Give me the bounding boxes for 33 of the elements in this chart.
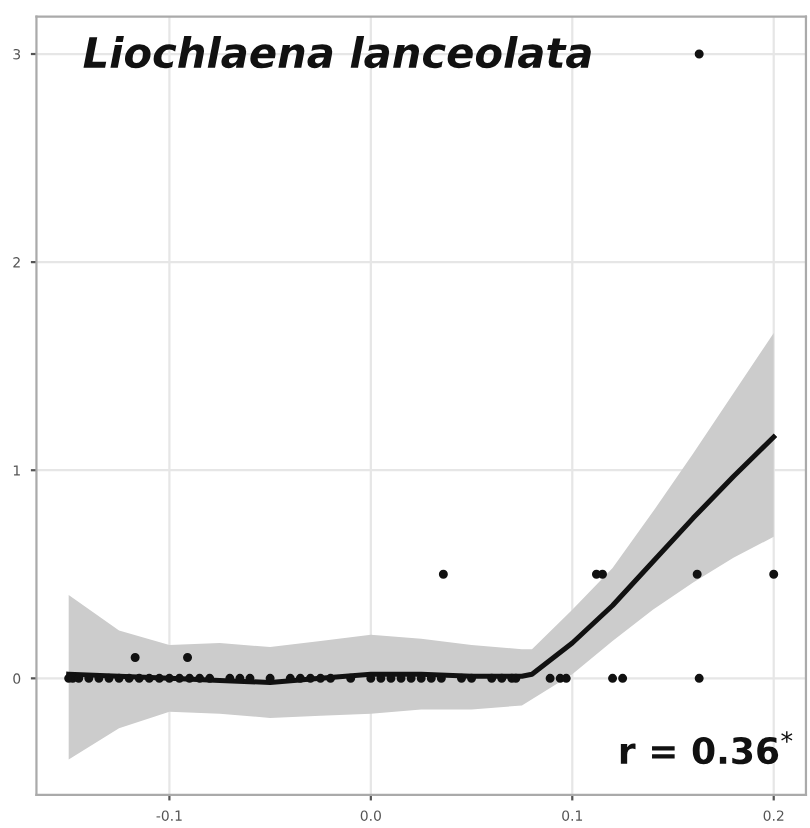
point	[618, 673, 628, 683]
point	[598, 569, 607, 579]
point	[326, 673, 336, 683]
point	[467, 673, 477, 683]
point	[305, 673, 315, 683]
point	[694, 49, 704, 59]
point	[545, 673, 555, 683]
point	[497, 673, 507, 683]
point	[205, 673, 215, 683]
point	[154, 673, 164, 683]
point	[130, 653, 140, 663]
point	[769, 569, 779, 579]
point	[694, 673, 704, 683]
line-series	[66, 434, 777, 685]
point	[692, 569, 702, 579]
point	[487, 673, 497, 683]
point	[608, 673, 618, 683]
chart-title: Liochlaena lanceolata	[83, 36, 591, 69]
point	[195, 673, 205, 683]
point	[185, 673, 195, 683]
point	[183, 653, 193, 663]
point	[346, 673, 356, 683]
point	[456, 673, 466, 683]
point	[315, 673, 325, 683]
point	[164, 673, 174, 683]
point	[134, 673, 144, 683]
point	[438, 569, 448, 579]
point	[144, 673, 154, 683]
annotation: r = 0.36$^{*}$	[620, 731, 793, 765]
point	[295, 673, 305, 683]
point	[104, 673, 114, 683]
point	[114, 673, 124, 683]
point	[124, 673, 134, 683]
